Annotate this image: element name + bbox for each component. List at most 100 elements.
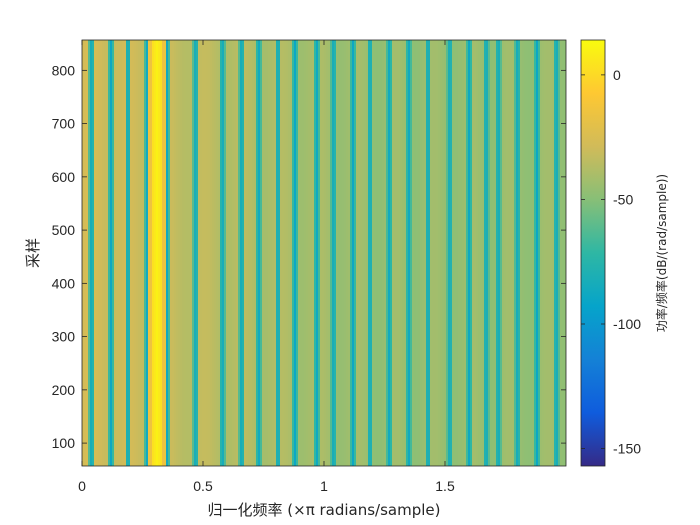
spectrogram-column (374, 40, 377, 466)
spectrogram-column (206, 40, 209, 466)
spectrogram-column (238, 40, 241, 466)
y-tick-label: 400 (52, 275, 76, 291)
spectrogram-column (436, 40, 439, 466)
spectrogram-column (444, 40, 447, 466)
spectrogram-column (380, 40, 383, 466)
spectrogram-column (518, 40, 521, 466)
spectrogram-column (332, 40, 335, 466)
spectrogram-column (302, 40, 305, 466)
spectrogram-column (108, 40, 111, 466)
spectrogram-column (306, 40, 309, 466)
spectrogram-column (312, 40, 315, 466)
spectrogram-column (500, 40, 503, 466)
spectrogram-column (184, 40, 187, 466)
spectrogram-column (126, 40, 129, 466)
spectrogram-column (228, 40, 231, 466)
spectrogram-column (408, 40, 411, 466)
x-tick-label: 1.5 (435, 478, 455, 494)
spectrogram-column (536, 40, 539, 466)
spectrogram-column (218, 40, 221, 466)
spectrogram-column (152, 40, 155, 466)
spectrogram-image (82, 40, 566, 466)
spectrogram-column (330, 40, 333, 466)
spectrogram-column (382, 40, 385, 466)
colorbar-tick-label: 0 (613, 67, 621, 83)
spectrogram-column (384, 40, 387, 466)
spectrogram-column (540, 40, 543, 466)
spectrogram-column (468, 40, 471, 466)
spectrogram-column (202, 40, 205, 466)
spectrogram-column (262, 40, 265, 466)
spectrogram-column (232, 40, 235, 466)
spectrogram-column (558, 40, 561, 466)
spectrogram-column (138, 40, 141, 466)
x-tick-label: 0.5 (193, 478, 213, 494)
spectrogram-column (86, 40, 89, 466)
spectrogram-column (274, 40, 277, 466)
spectrogram-column (544, 40, 547, 466)
spectrogram-column (364, 40, 367, 466)
spectrogram-column (186, 40, 189, 466)
spectrogram-column (506, 40, 509, 466)
spectrogram-column (428, 40, 431, 466)
spectrogram-column (236, 40, 239, 466)
spectrogram-column (360, 40, 363, 466)
spectrogram-column (412, 40, 415, 466)
spectrogram-column (134, 40, 137, 466)
spectrogram-column (402, 40, 405, 466)
spectrogram-column (492, 40, 495, 466)
spectrogram-column (122, 40, 125, 466)
spectrogram-column (368, 40, 371, 466)
spectrogram-column (210, 40, 213, 466)
spectrogram-column (484, 40, 487, 466)
spectrogram-column (366, 40, 369, 466)
spectrogram-column (106, 40, 109, 466)
y-axis: 100 200 300 400 500 600 700 800 (52, 62, 566, 451)
spectrogram-column (88, 40, 91, 466)
spectrogram-column (196, 40, 199, 466)
spectrogram-column (336, 40, 339, 466)
spectrogram-column (438, 40, 441, 466)
spectrogram-column (198, 40, 201, 466)
spectrogram-column (334, 40, 337, 466)
spectrogram-column (132, 40, 135, 466)
spectrogram-column (552, 40, 555, 466)
spectrogram-column (344, 40, 347, 466)
spectrogram-column (174, 40, 177, 466)
spectrogram-column (92, 40, 95, 466)
spectrogram-column (390, 40, 393, 466)
spectrogram-column (150, 40, 153, 466)
spectrogram-column (446, 40, 449, 466)
y-tick-label: 300 (52, 329, 76, 345)
y-tick-label: 800 (52, 62, 76, 78)
spectrogram-column (170, 40, 173, 466)
spectrogram-column (160, 40, 163, 466)
spectrogram-column (504, 40, 507, 466)
spectrogram-column (370, 40, 373, 466)
spectrogram-column (426, 40, 429, 466)
spectrogram-column (424, 40, 427, 466)
spectrogram-column (346, 40, 349, 466)
spectrogram-column (230, 40, 233, 466)
spectrogram-column (162, 40, 165, 466)
spectrogram-column (516, 40, 519, 466)
spectrogram-column (282, 40, 285, 466)
spectrogram-column (458, 40, 461, 466)
spectrogram-column (530, 40, 533, 466)
spectrogram-column (100, 40, 103, 466)
spectrogram-column (414, 40, 417, 466)
spectrogram-column (140, 40, 143, 466)
spectrogram-column (490, 40, 493, 466)
spectrogram-column (82, 40, 85, 466)
spectrogram-column (314, 40, 317, 466)
spectrogram-column (354, 40, 357, 466)
spectrogram-column (136, 40, 139, 466)
spectrogram-column (392, 40, 395, 466)
spectrogram-column (498, 40, 501, 466)
spectrogram-column (404, 40, 407, 466)
spectrogram-column (98, 40, 101, 466)
spectrogram-column (112, 40, 115, 466)
spectrogram-column (400, 40, 403, 466)
spectrogram-column (252, 40, 255, 466)
spectrogram-column (234, 40, 237, 466)
